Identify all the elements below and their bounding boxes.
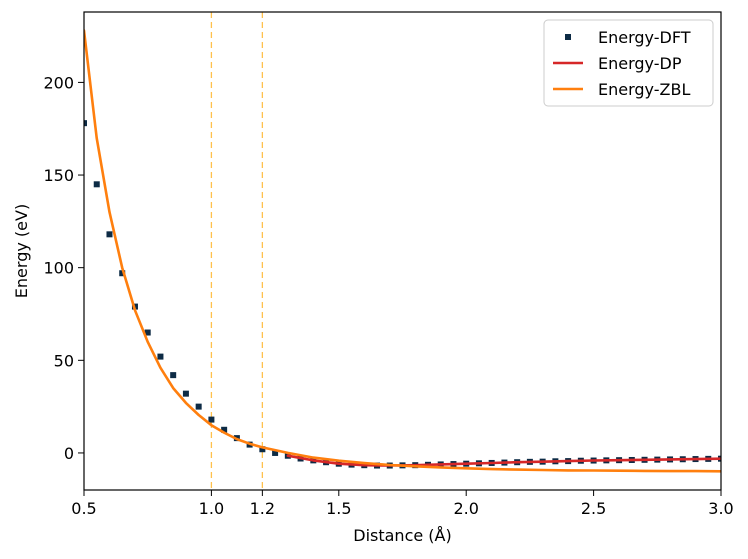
y-axis: 0 50 100 150 200 — [43, 73, 84, 463]
legend-label: Energy-DFT — [598, 28, 691, 47]
energy-zbl-line — [84, 29, 721, 473]
x-axis: 0.5 1.0 1.2 1.5 2.0 2.5 3.0 — [71, 490, 734, 518]
y-tick-label: 0 — [64, 444, 74, 463]
dft-point — [221, 426, 228, 433]
y-tick-label: 100 — [43, 259, 74, 278]
dft-point — [119, 270, 126, 277]
x-tick-label: 1.5 — [326, 499, 351, 518]
series-energy-zbl — [84, 29, 721, 473]
dft-point — [84, 120, 87, 127]
dft-point — [208, 416, 215, 423]
plot-frame — [83, 11, 722, 491]
x-tick-label: 3.0 — [708, 499, 733, 518]
y-tick-label: 50 — [54, 351, 74, 370]
y-tick-label: 200 — [43, 73, 74, 92]
y-tick-label: 150 — [43, 166, 74, 185]
legend-box — [543, 19, 714, 107]
x-tick-label: 0.5 — [71, 499, 96, 518]
energy-dp-line — [286, 454, 721, 467]
dft-point — [93, 181, 100, 188]
legend-label: Energy-ZBL — [598, 80, 690, 99]
legend-item: Energy-DFT — [565, 28, 691, 47]
x-tick-label: 2.5 — [581, 499, 606, 518]
series-layer — [84, 29, 721, 473]
dft-point — [259, 446, 266, 453]
series-energy-dp — [286, 454, 721, 467]
legend-item: Energy-DP — [553, 54, 682, 73]
legend-marker — [565, 34, 571, 40]
x-tick-label: 2.0 — [453, 499, 478, 518]
legend-item: Energy-ZBL — [553, 80, 690, 99]
dft-point — [182, 390, 189, 397]
y-axis-label: Energy (eV) — [12, 204, 31, 298]
x-tick-label: 1.0 — [199, 499, 224, 518]
dft-point — [144, 329, 151, 336]
legend-label: Energy-DP — [598, 54, 682, 73]
x-tick-label: 1.2 — [250, 499, 275, 518]
legend: Energy-DFT Energy-DP Energy-ZBL — [543, 19, 714, 107]
dft-point — [157, 353, 164, 360]
dft-point — [195, 403, 202, 410]
dft-point — [272, 449, 279, 456]
dft-point — [106, 231, 113, 238]
x-axis-label: Distance (Å) — [353, 526, 451, 545]
dft-point — [170, 372, 177, 379]
